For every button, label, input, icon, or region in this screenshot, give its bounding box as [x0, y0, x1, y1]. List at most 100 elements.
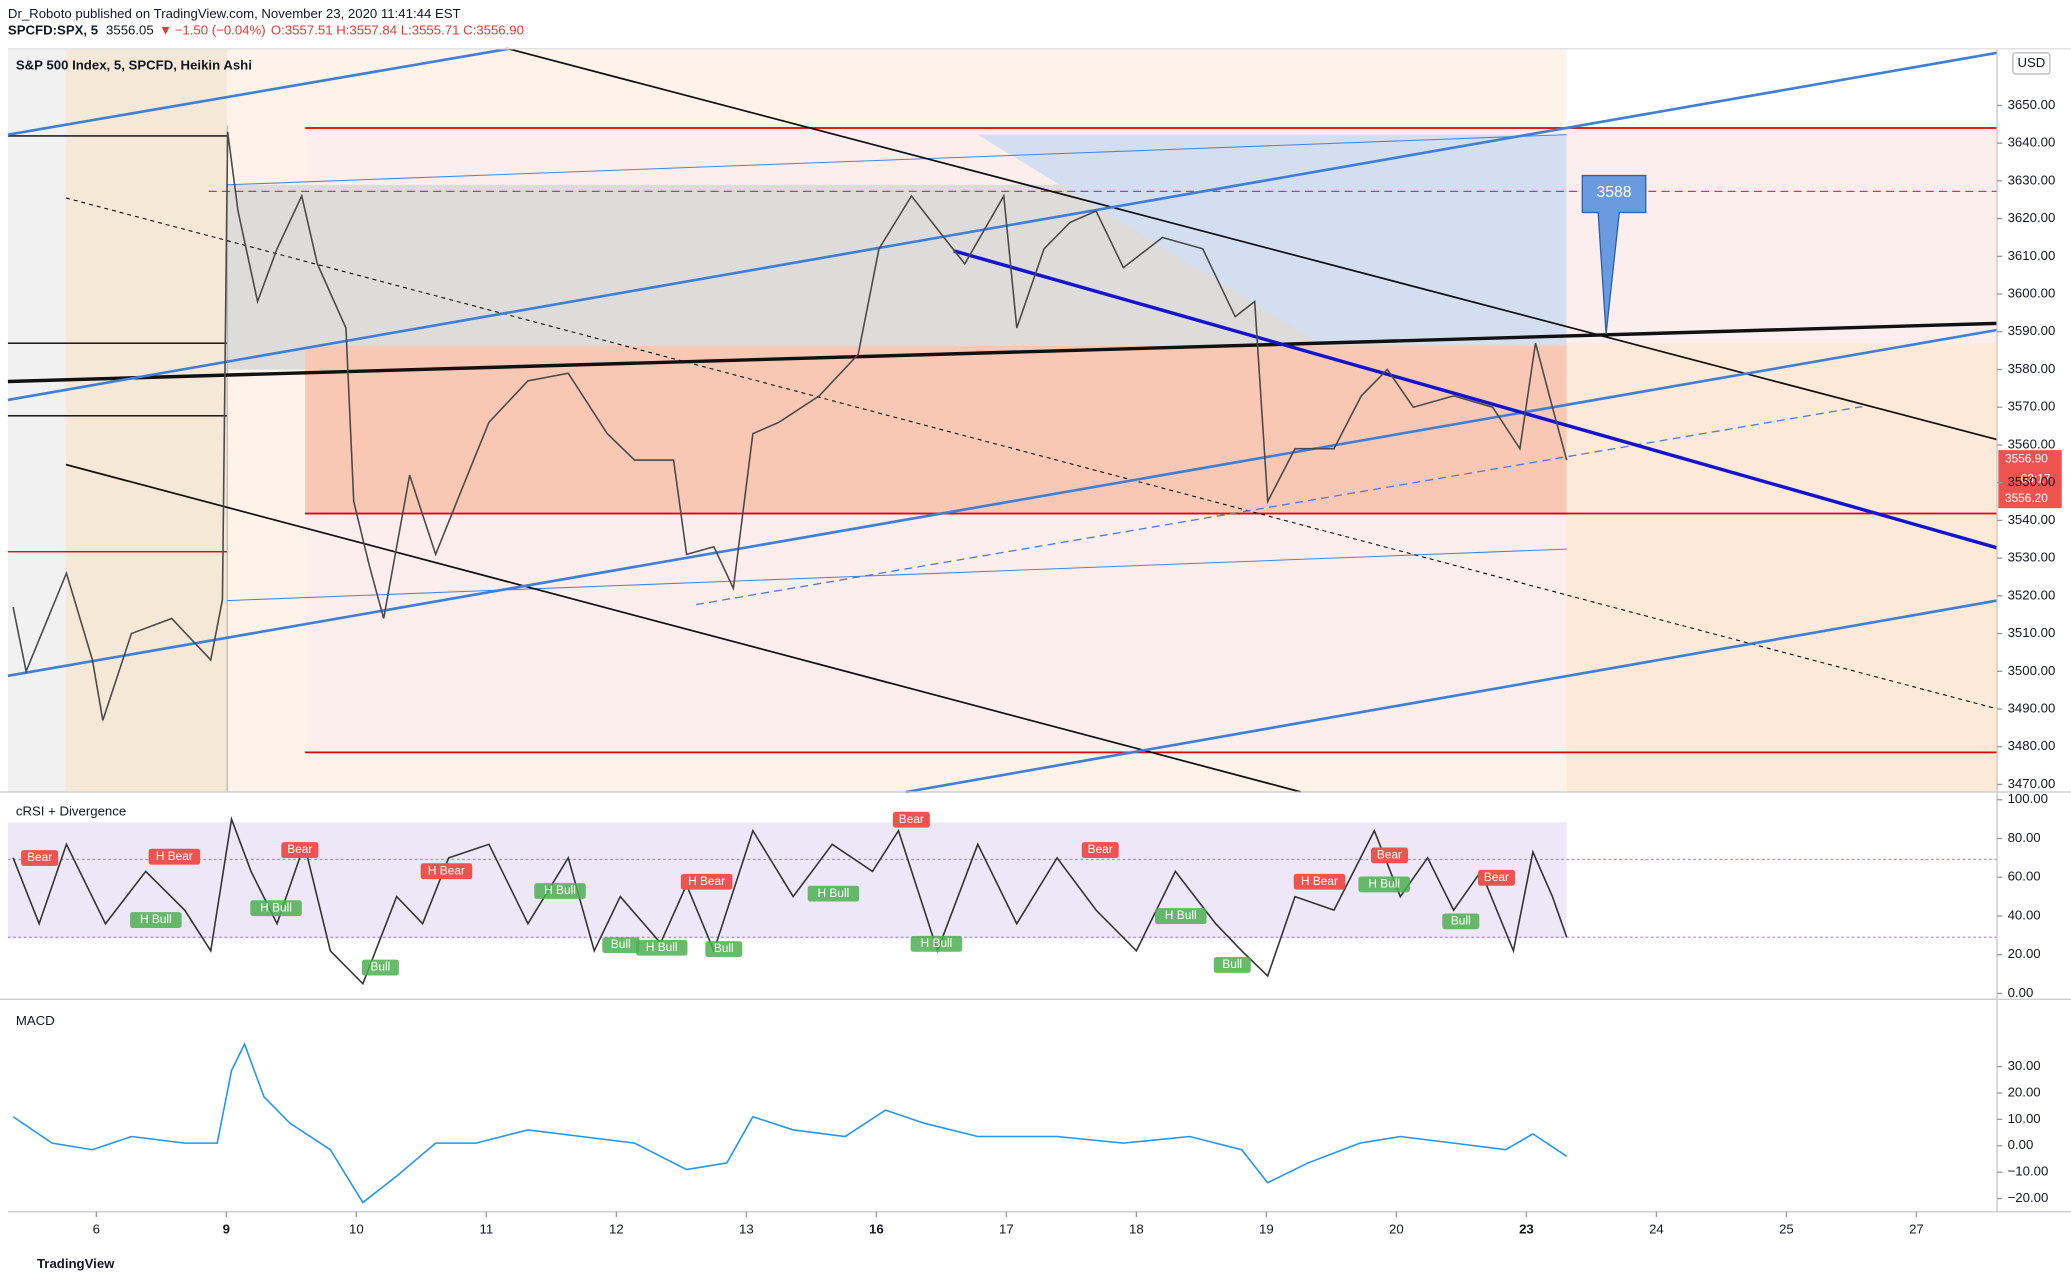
- signal-label: Bear: [1377, 848, 1402, 862]
- x-tick-label: 13: [739, 1222, 754, 1237]
- trendline: [905, 599, 1998, 794]
- y-tick-label: 3610.00: [2008, 248, 2056, 263]
- shade: [1566, 343, 1998, 792]
- change: −1.50 (−0.04%): [175, 23, 266, 38]
- y-tick-label: 3540.00: [2008, 512, 2056, 527]
- x-tick-label: 23: [1519, 1222, 1534, 1237]
- signal-label: H Bear: [428, 863, 465, 877]
- y-tick-label: 20.00: [2008, 1084, 2041, 1099]
- signal-label: Bear: [1088, 842, 1113, 856]
- signal-box: [1442, 913, 1480, 930]
- y-tick-label: 60.00: [2008, 869, 2041, 884]
- y-tick-label: 3650.00: [2008, 97, 2056, 112]
- last-price: 3556.90: [2005, 452, 2048, 466]
- y-tick-label: −10.00: [2008, 1164, 2049, 1179]
- signal-box: [1370, 847, 1408, 864]
- y-tick-label: 10.00: [2008, 1111, 2041, 1126]
- trendline: [7, 321, 1998, 384]
- trendline: [7, 51, 1998, 402]
- y-tick-label: 3560.00: [2008, 436, 2056, 451]
- signal-box: [705, 941, 743, 957]
- shade: [977, 134, 1567, 344]
- change-arrow: ▼: [159, 23, 172, 38]
- y-tick-label: 3630.00: [2008, 172, 2056, 187]
- y-tick-label: 3570.00: [2008, 399, 2056, 414]
- signal-box: [21, 850, 59, 866]
- signal-label: H Bull: [260, 900, 292, 914]
- signal-label: H Bull: [646, 940, 678, 954]
- y-tick-label: 80.00: [2008, 830, 2041, 845]
- x-tick-label: 6: [93, 1222, 100, 1237]
- ohlc: O:3557.51 H:3557.84 L:3555.71 C:3556.90: [271, 23, 524, 38]
- x-tick-label: 16: [869, 1222, 884, 1237]
- last-price-box: [1998, 450, 2062, 509]
- x-tick-label: 11: [479, 1222, 493, 1237]
- signal-box: [1155, 908, 1207, 924]
- signal-label: Bull: [370, 960, 390, 974]
- signal-box: [1358, 876, 1410, 893]
- signal-box: [1081, 842, 1119, 858]
- y-tick-label: 3510.00: [2008, 625, 2056, 640]
- currency-box[interactable]: [2012, 52, 2051, 75]
- y-tick-label: 0.00: [2008, 985, 2034, 1000]
- currency[interactable]: USD: [2017, 55, 2045, 70]
- callout-label: 3588: [1596, 184, 1631, 201]
- symbol-line: SPCFD:SPX, 5 3556.05 ▼ −1.50 (−0.04%) O:3557…: [8, 23, 524, 38]
- signal-box: [420, 863, 473, 880]
- signal-label: Bear: [899, 812, 924, 826]
- chart-title: S&P 500 Index, 5, SPCFD, Heikin Ashi: [16, 57, 252, 72]
- y-tick-label: 20.00: [2008, 946, 2041, 961]
- signal-label: H Bear: [688, 874, 725, 888]
- channel: [227, 134, 1567, 186]
- footer: TradingView: [37, 1256, 115, 1271]
- signal-label: H Bull: [818, 886, 850, 900]
- x-tick-label: 10: [349, 1222, 364, 1237]
- x-tick-label: 20: [1389, 1222, 1404, 1237]
- y-tick-label: 3580.00: [2008, 361, 2056, 376]
- x-tick-label: 12: [609, 1222, 624, 1237]
- signal-box: [534, 883, 586, 899]
- channel: [227, 548, 1567, 602]
- shade: [305, 345, 1567, 515]
- signal-label: H Bear: [1301, 874, 1338, 888]
- price-line: [12, 816, 1568, 986]
- price-label: 3556.20: [2005, 491, 2048, 505]
- y-tick-label: 3490.00: [2008, 700, 2056, 715]
- x-tick-label: 24: [1649, 1222, 1664, 1237]
- signal-label: Bear: [287, 842, 312, 856]
- trendline: [7, 328, 1998, 678]
- pane-title: MACD: [16, 1013, 55, 1028]
- signal-label: Bear: [27, 850, 52, 864]
- pane-title: cRSI + Divergence: [16, 803, 126, 818]
- signal-label: Bull: [1222, 957, 1242, 971]
- signal-box: [635, 939, 688, 956]
- price-line: [12, 1042, 1568, 1204]
- signal-box: [1293, 873, 1346, 890]
- signal-box: [807, 885, 860, 902]
- y-tick-label: 3620.00: [2008, 210, 2056, 225]
- callout: [1581, 174, 1647, 335]
- shade: [7, 48, 67, 792]
- y-tick-label: 3470.00: [2008, 776, 2056, 791]
- y-tick-label: 3550.00: [2008, 474, 2056, 489]
- signal-box: [680, 873, 733, 890]
- signal-box: [130, 912, 182, 928]
- y-tick-label: 3480.00: [2008, 738, 2056, 753]
- x-tick-label: 9: [223, 1222, 230, 1237]
- signal-box: [1213, 957, 1251, 973]
- signal-label: H Bear: [156, 849, 193, 863]
- price: 3556.05: [106, 23, 154, 38]
- signal-box: [1477, 869, 1515, 886]
- signal-label: H Bull: [140, 912, 172, 926]
- y-tick-label: 0.00: [2008, 1137, 2034, 1152]
- trendline: [65, 197, 1998, 710]
- trendline: [953, 249, 1998, 550]
- y-tick-label: 3590.00: [2008, 323, 2056, 338]
- signal-box: [910, 935, 963, 952]
- signal-label: Bull: [611, 937, 631, 951]
- x-tick-label: 27: [1909, 1222, 1924, 1237]
- signal-box: [361, 959, 399, 976]
- signal-label: H Bull: [1368, 877, 1400, 891]
- y-tick-label: 3640.00: [2008, 135, 2056, 150]
